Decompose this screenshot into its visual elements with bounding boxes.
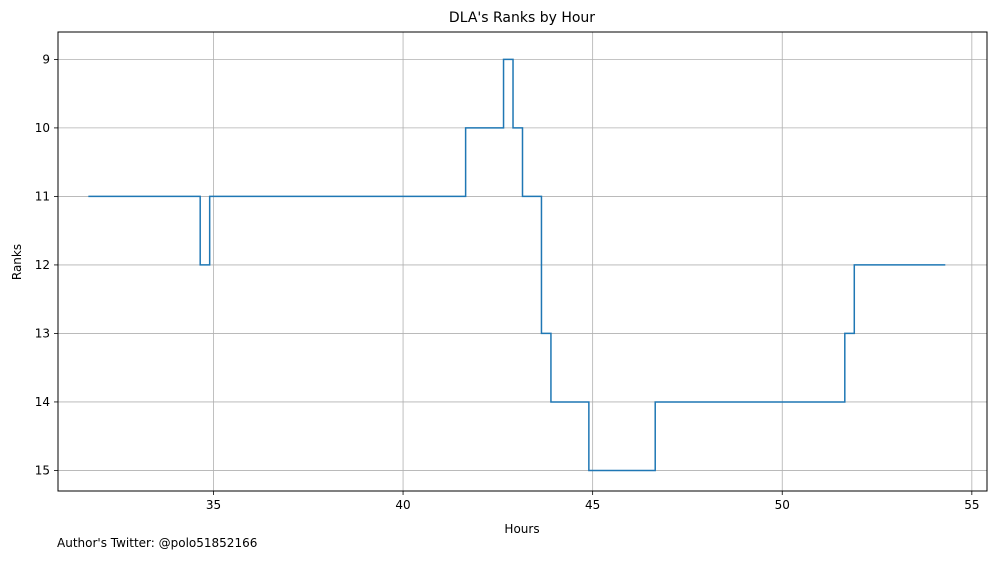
series-layer <box>88 58 946 472</box>
x-tick-label: 50 <box>775 498 790 512</box>
chart-title: DLA's Ranks by Hour <box>449 10 595 26</box>
y-tick-label: 9 <box>42 52 50 66</box>
y-tick-label: 14 <box>35 395 50 409</box>
rank-step-line <box>88 58 946 472</box>
y-tick-label: 10 <box>35 121 50 135</box>
y-tick-label: 15 <box>35 463 50 477</box>
plot-background <box>58 32 987 491</box>
y-axis-label: Ranks <box>10 244 24 280</box>
plot-frame <box>57 31 988 492</box>
x-tick-label: 35 <box>206 498 221 512</box>
author-twitter-note: Author's Twitter: @polo51852166 <box>57 536 258 550</box>
y-tick-label: 11 <box>35 189 50 203</box>
x-tick-label: 40 <box>395 498 410 512</box>
x-tick-label: 45 <box>585 498 600 512</box>
y-axis-ticks: 9 10 11 12 13 14 15 <box>35 52 58 477</box>
y-tick-label: 12 <box>35 258 50 272</box>
x-axis-ticks: 35 40 45 50 55 <box>206 491 979 512</box>
x-axis-label: Hours <box>504 522 539 536</box>
x-tick-label: 55 <box>964 498 979 512</box>
grid <box>58 32 987 491</box>
y-tick-label: 13 <box>35 326 50 340</box>
